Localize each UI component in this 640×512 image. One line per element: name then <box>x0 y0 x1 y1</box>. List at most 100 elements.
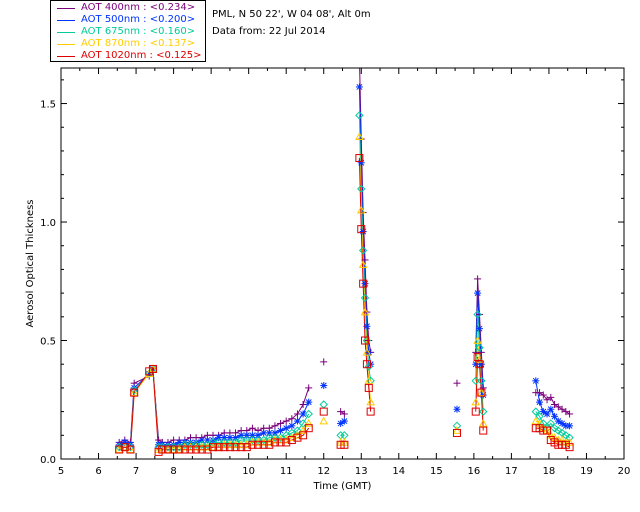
point-500nm <box>551 412 559 420</box>
point-500nm <box>474 289 482 297</box>
point-870nm <box>355 132 364 141</box>
point-500nm <box>299 410 307 418</box>
point-500nm <box>130 384 138 392</box>
point-870nm <box>473 335 482 344</box>
x-tick-label: 13 <box>355 466 368 477</box>
point-870nm <box>360 307 370 316</box>
point-675nm <box>191 440 201 449</box>
point-500nm <box>355 83 363 91</box>
x-tick-label: 20 <box>618 466 631 477</box>
point-400nm <box>558 405 566 413</box>
point-500nm <box>232 434 240 442</box>
point-870nm <box>358 260 368 268</box>
point-400nm <box>337 408 345 416</box>
series-line-400nm <box>535 392 570 415</box>
legend-item-400nm: AOT 400nm : <0.234> <box>51 2 207 14</box>
point-400nm <box>566 410 574 418</box>
x-tick-label: 9 <box>208 466 214 477</box>
point-1020nm <box>287 436 296 445</box>
point-870nm <box>304 418 314 427</box>
point-1020nm <box>130 388 139 397</box>
point-400nm <box>562 408 570 416</box>
legend: AOT 400nm : <0.234> AOT 500nm : <0.200> … <box>50 0 206 62</box>
point-675nm <box>180 440 190 449</box>
point-1020nm <box>364 383 373 392</box>
x-tick-label: 19 <box>580 466 593 477</box>
point-1020nm <box>362 360 371 369</box>
point-1020nm <box>248 440 257 449</box>
point-675nm <box>475 343 484 352</box>
point-500nm <box>340 417 348 425</box>
point-500nm <box>254 431 262 439</box>
point-675nm <box>452 421 462 431</box>
point-500nm <box>359 228 367 236</box>
plot-layer <box>114 68 574 456</box>
point-1020nm <box>120 443 129 452</box>
point-1020nm <box>220 443 229 452</box>
point-675nm <box>231 438 240 447</box>
x-axis-title: Time (GMT) <box>313 481 372 492</box>
point-675nm <box>531 407 541 416</box>
y-tick-label: 1.0 <box>40 218 56 229</box>
x-tick-label: 10 <box>242 466 255 477</box>
point-400nm <box>554 403 562 411</box>
point-400nm <box>474 275 482 283</box>
point-1020nm <box>270 438 279 447</box>
x-tick-label: 11 <box>280 466 293 477</box>
point-500nm <box>539 408 547 416</box>
point-500nm <box>532 377 540 385</box>
location-text: PML, N 50 22', W 04 08', Alt 0m <box>212 9 371 20</box>
point-1020nm <box>242 443 251 452</box>
legend-label-1020nm: AOT 1020nm : <0.125> <box>81 50 202 61</box>
point-1020nm <box>282 438 291 447</box>
point-1020nm <box>477 388 486 397</box>
point-400nm <box>539 391 547 399</box>
point-500nm <box>215 434 223 442</box>
legend-swatch-1020nm <box>57 56 75 57</box>
point-500nm <box>453 405 461 413</box>
point-1020nm <box>175 445 184 454</box>
point-500nm <box>320 382 328 390</box>
point-675nm <box>276 433 285 442</box>
x-tick-label: 12 <box>317 466 330 477</box>
point-1020nm <box>276 438 285 447</box>
point-1020nm <box>355 154 364 163</box>
point-675nm <box>554 426 563 435</box>
point-500nm <box>566 422 574 430</box>
point-1020nm <box>357 225 366 234</box>
point-870nm <box>478 418 488 427</box>
point-500nm <box>271 429 279 437</box>
point-675nm <box>357 184 366 194</box>
y-tick-label: 1.5 <box>40 100 56 111</box>
point-500nm <box>337 419 345 427</box>
point-500nm <box>363 322 371 330</box>
point-500nm <box>554 417 562 425</box>
legend-swatch-500nm <box>57 20 75 21</box>
point-870nm <box>546 430 556 439</box>
point-675nm <box>214 438 223 447</box>
point-675nm <box>197 440 206 449</box>
point-500nm <box>477 360 485 368</box>
point-500nm <box>361 280 369 288</box>
legend-item-500nm: AOT 500nm : <0.200> <box>51 14 207 26</box>
point-675nm <box>360 293 370 303</box>
point-400nm <box>340 410 348 418</box>
point-400nm <box>551 400 559 408</box>
point-675nm <box>253 435 263 445</box>
x-tick-label: 14 <box>392 466 405 477</box>
point-500nm <box>475 325 483 333</box>
point-400nm <box>248 424 256 432</box>
point-870nm <box>471 397 481 406</box>
point-400nm <box>479 384 487 392</box>
point-1020nm <box>340 440 349 449</box>
point-500nm <box>558 419 566 427</box>
point-400nm <box>475 310 483 318</box>
point-1020nm <box>299 431 308 440</box>
point-500nm <box>547 405 555 413</box>
point-1020nm <box>126 445 135 454</box>
point-870nm <box>319 416 329 425</box>
point-500nm <box>121 438 129 446</box>
x-tick-label: 15 <box>430 466 443 477</box>
legend-swatch-870nm <box>57 44 75 45</box>
point-1020nm <box>471 407 480 416</box>
